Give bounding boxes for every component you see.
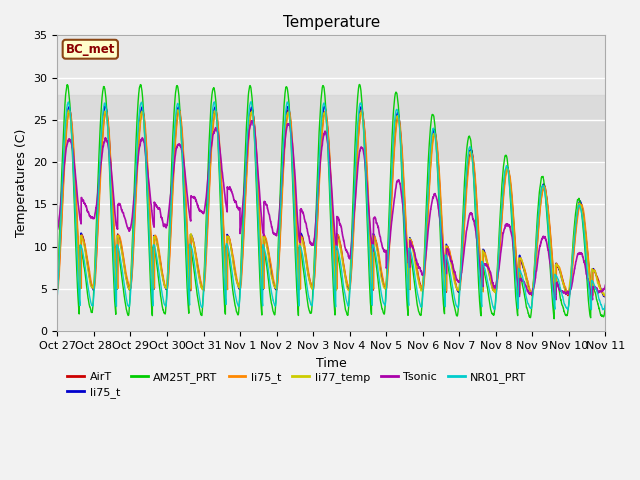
Text: BC_met: BC_met — [66, 43, 115, 56]
Legend: AirT, li75_t, AM25T_PRT, li75_t, li77_temp, Tsonic, NR01_PRT: AirT, li75_t, AM25T_PRT, li75_t, li77_te… — [63, 367, 531, 403]
X-axis label: Time: Time — [316, 357, 347, 370]
Y-axis label: Temperatures (C): Temperatures (C) — [15, 129, 28, 238]
Bar — [58, 95, 605, 162]
Title: Temperature: Temperature — [283, 15, 380, 30]
